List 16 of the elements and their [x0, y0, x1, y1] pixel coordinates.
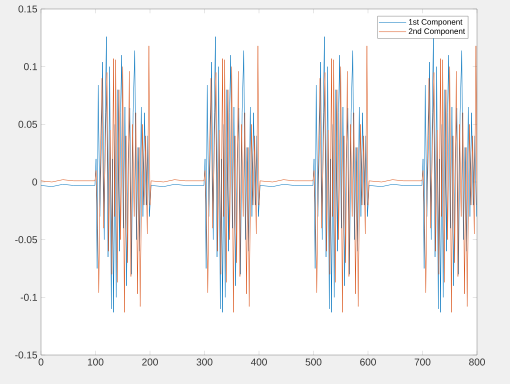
y-tick-label: -0.15 [15, 351, 38, 359]
y-tick-label: -0.1 [20, 294, 37, 301]
x-tick-label: 500 [306, 358, 322, 366]
x-tick-label: 400 [250, 358, 267, 366]
x-tick-label: 700 [414, 358, 430, 366]
x-tick-label: 200 [142, 358, 158, 366]
x-tick-label: 0 [38, 358, 44, 366]
x-tick-label: 800 [469, 358, 485, 366]
x-tick-label: 300 [196, 358, 212, 366]
x-tick-label: 100 [88, 358, 104, 366]
y-tick-label: 0.05 [18, 120, 38, 128]
y-tick-label: 0.1 [24, 63, 37, 70]
y-tick-label: -0.05 [15, 236, 38, 244]
y-tick-label: 0 [32, 178, 38, 186]
y-tick-label: 0.15 [18, 5, 38, 13]
x-tick-label: 600 [360, 358, 376, 366]
